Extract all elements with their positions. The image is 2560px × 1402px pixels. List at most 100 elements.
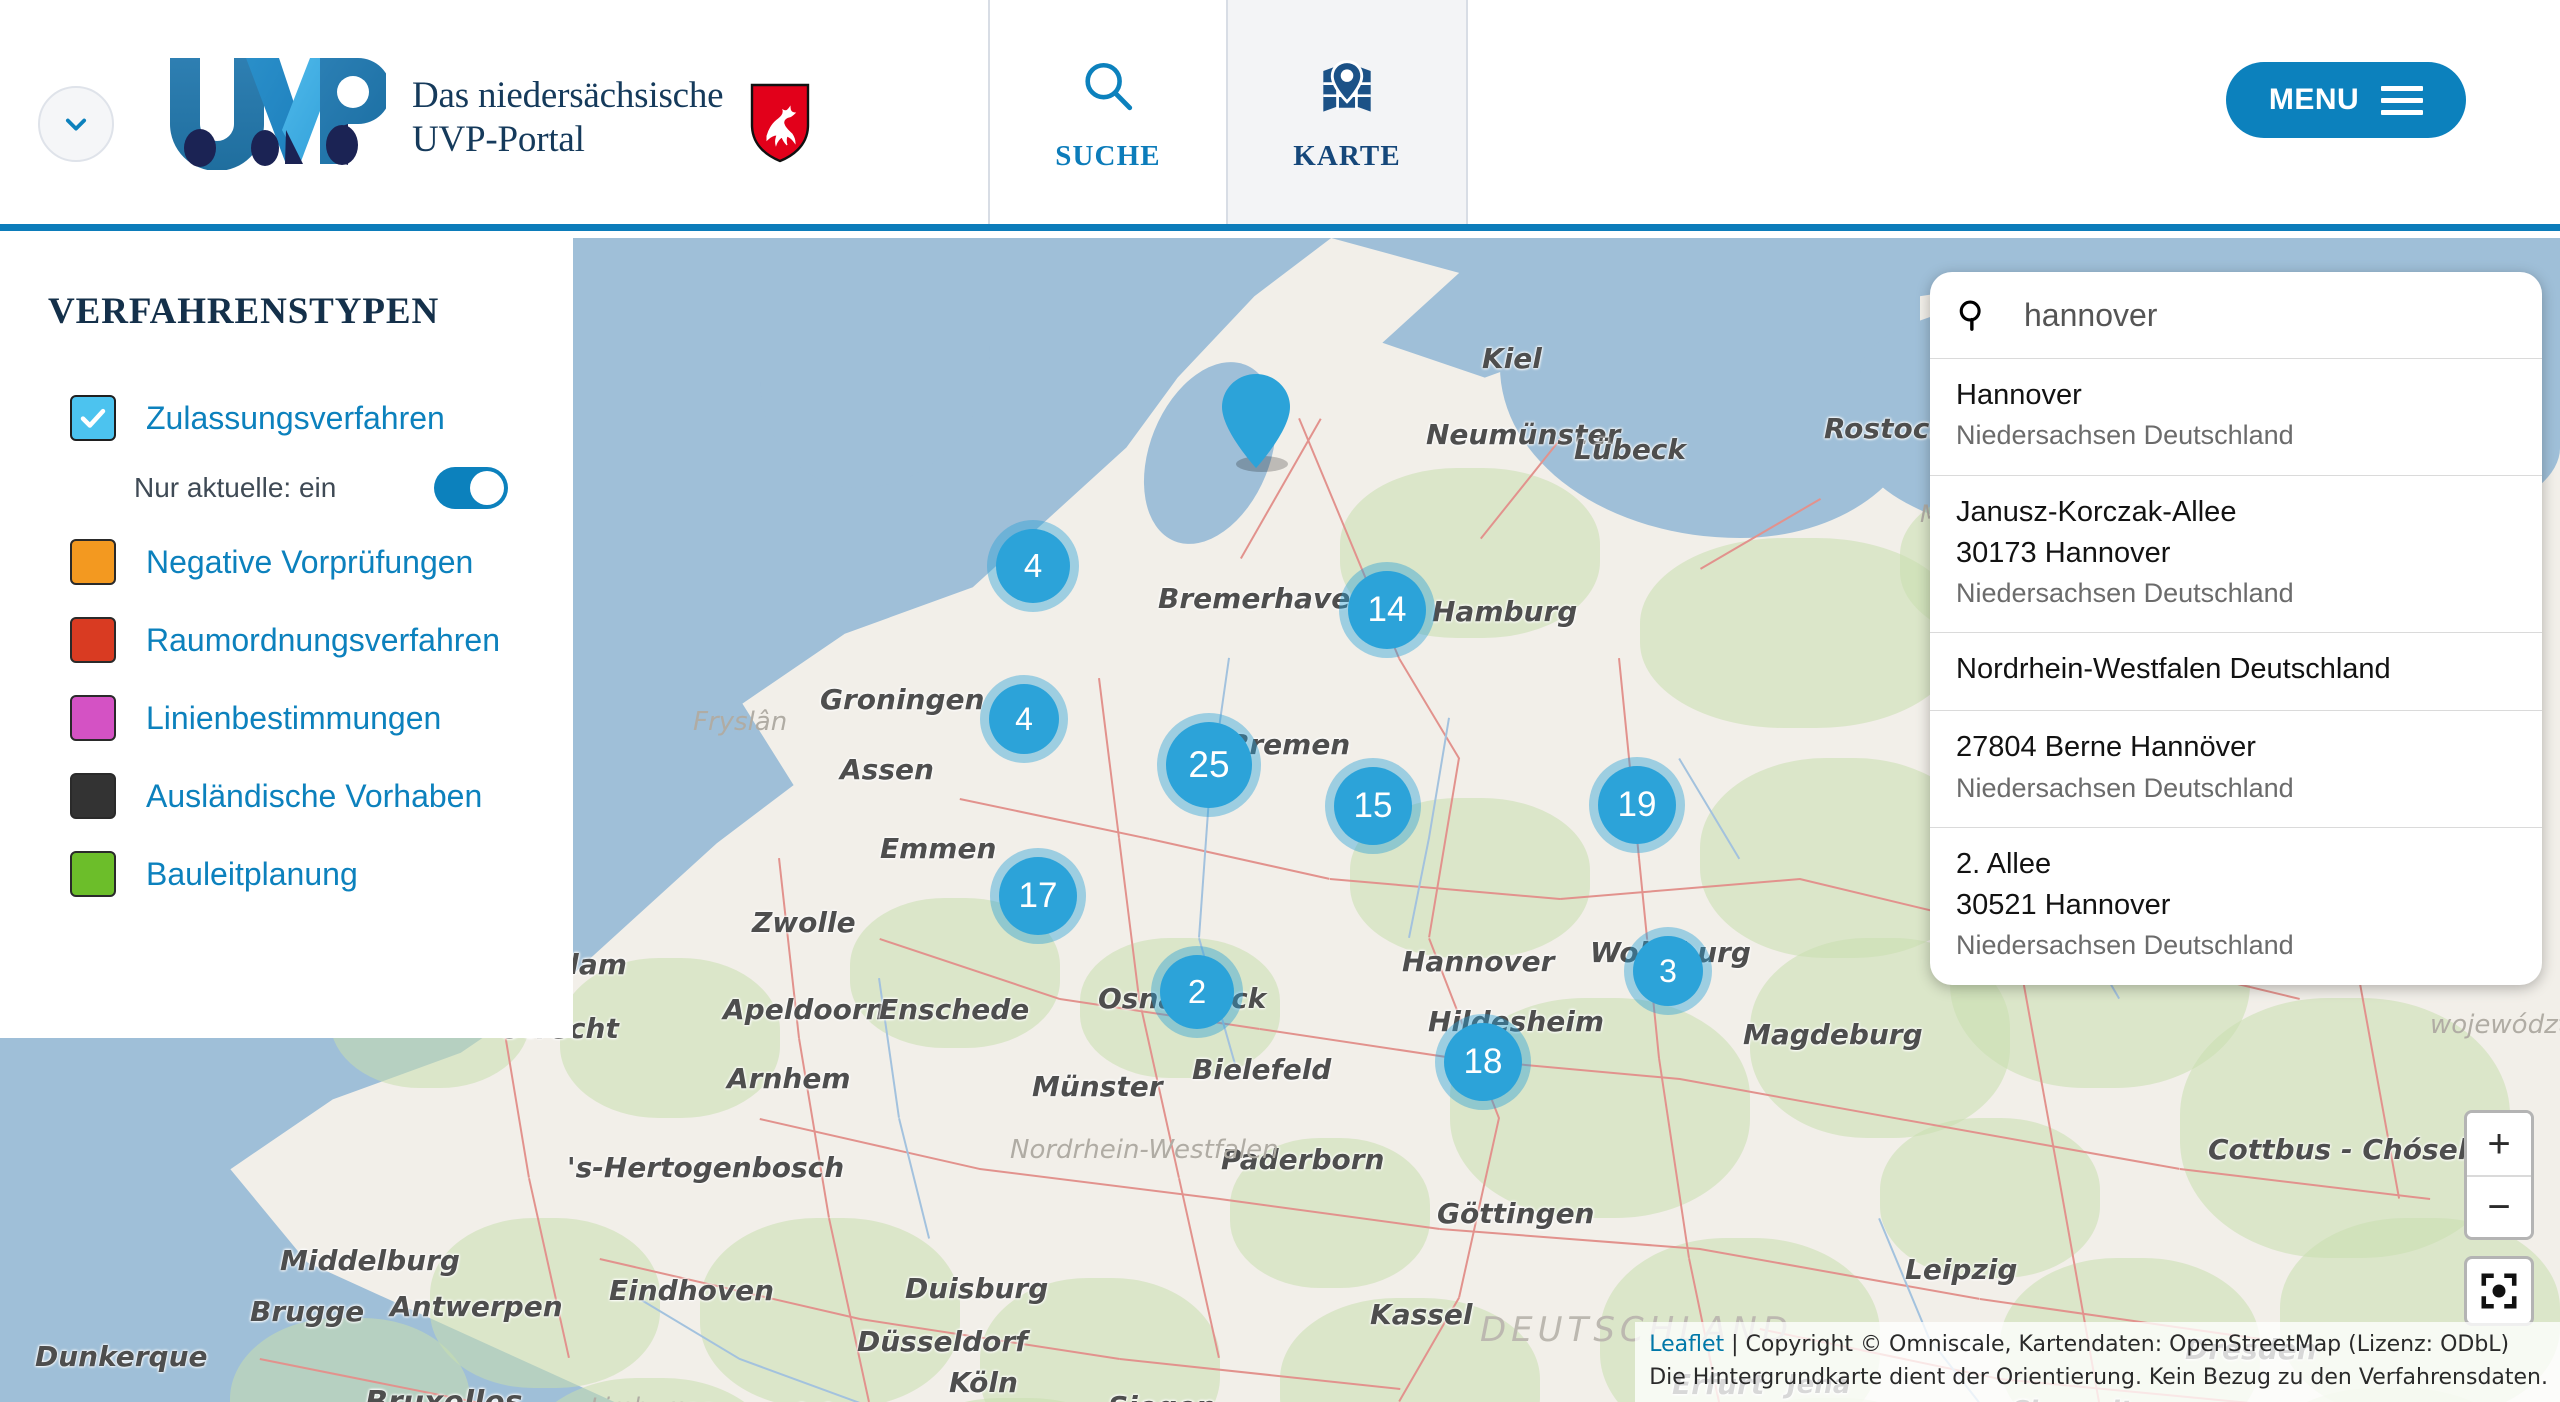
toggle-knob	[470, 471, 504, 505]
map-forest-19	[880, 1398, 1150, 1402]
site-header: Das niedersächsische UVP-Portal SUCHE	[0, 0, 2560, 231]
map-zoom-controls[interactable]: + −	[2464, 1110, 2534, 1240]
search-input[interactable]	[2024, 296, 2516, 334]
legend-item-6[interactable]: Bauleitplanung	[70, 851, 573, 897]
suggestion-primary: Hannover	[1956, 379, 2082, 411]
search-field[interactable]	[1930, 272, 2542, 358]
suggestion-region: Niedersachsen Deutschland	[1956, 420, 2294, 451]
legend-item-5[interactable]: Ausländische Vorhaben	[70, 773, 573, 819]
map-pin-icon	[1323, 59, 1371, 112]
zoom-out-button[interactable]: −	[2467, 1175, 2531, 1237]
map-cluster-count: 15	[1334, 767, 1412, 845]
legend-item-2[interactable]: Negative Vorprüfungen	[70, 539, 573, 585]
map-cluster-marker[interactable]: 14	[1339, 562, 1435, 658]
search-icon	[1959, 300, 1981, 331]
legend-item-1[interactable]: Zulassungsverfahren	[70, 395, 573, 441]
legend-color-swatch[interactable]	[70, 851, 116, 897]
map-cluster-count: 19	[1598, 766, 1676, 844]
map-forest-15	[700, 1218, 960, 1402]
legend-item-label: Zulassungsverfahren	[146, 399, 445, 436]
legend-item-label: Raumordnungsverfahren	[146, 621, 500, 658]
attribution-text-2: Die Hintergrundkarte dient der Orientier…	[1649, 1365, 2548, 1390]
map-forest-9	[2180, 998, 2510, 1258]
menu-button[interactable]: MENU	[2226, 62, 2466, 138]
map-cluster-marker[interactable]: 17	[990, 848, 1086, 944]
attribution-text-1: | Copyright © Omniscale, Kartendaten: Op…	[1724, 1332, 2510, 1357]
tab-karte-label: KARTE	[1293, 139, 1401, 172]
map-cluster-count: 4	[996, 529, 1070, 603]
only-current-toggle-row: Nur aktuelle: ein	[134, 467, 508, 509]
search-suggestions[interactable]: Hannover Niedersachsen Deutschland Janusz-…	[1930, 358, 2542, 985]
suggestion-primary: Nordrhein-Westfalen Deutschland	[1956, 653, 2391, 686]
checkmark-icon	[80, 408, 106, 428]
legend-color-swatch[interactable]	[70, 539, 116, 585]
locate-me-button[interactable]	[2464, 1256, 2534, 1326]
search-suggestion-5[interactable]: 2. Allee 30521 Hannover Niedersachsen Deut…	[1930, 826, 2542, 985]
map-forest-27	[560, 958, 780, 1118]
selected-location-pin[interactable]	[1218, 372, 1294, 477]
search-suggestion-1[interactable]: Hannover Niedersachsen Deutschland	[1930, 358, 2542, 475]
brand-title: Das niedersächsische UVP-Portal	[412, 74, 724, 161]
chevron-down-icon	[65, 118, 87, 131]
tab-suche[interactable]: SUCHE	[988, 0, 1228, 224]
map-cluster-count: 17	[999, 857, 1077, 935]
legend-checkbox-checked[interactable]	[70, 395, 116, 441]
legend-sidebar: VERFAHRENSTYPEN Zulassungsverfahren Nur a…	[0, 238, 573, 1038]
legend-color-swatch[interactable]	[70, 617, 116, 663]
map-attribution: Leaflet | Copyright © Omniscale, Kartend…	[1635, 1322, 2560, 1402]
legend-item-label: Linienbestimmungen	[146, 699, 442, 736]
suggestion-primary: Janusz-Korczak-Allee	[1956, 495, 2237, 528]
search-suggestion-4[interactable]: 27804 Berne Hannöver Niedersachsen Deutsc…	[1930, 710, 2542, 827]
suggestion-secondary: 30521 Hannover	[1956, 889, 2171, 922]
tab-karte[interactable]: KARTE	[1228, 0, 1468, 224]
suggestion-region: Niedersachsen Deutschland	[1956, 577, 2294, 608]
suggestion-region: Niedersachsen Deutschland	[1956, 930, 2294, 961]
menu-button-label: MENU	[2268, 83, 2360, 116]
map-forest-30	[1880, 1118, 2100, 1278]
map-cluster-marker[interactable]: 18	[1435, 1014, 1531, 1110]
map-cluster-marker[interactable]: 4	[980, 675, 1068, 763]
legend-item-label: Ausländische Vorhaben	[146, 777, 483, 814]
map-cluster-count: 2	[1160, 955, 1234, 1029]
only-current-toggle[interactable]	[434, 467, 508, 509]
map-forest-16	[430, 1218, 660, 1388]
legend-color-swatch[interactable]	[70, 695, 116, 741]
map-cluster-count: 25	[1166, 722, 1252, 808]
map-baltic	[1500, 238, 1920, 538]
legend-item-3[interactable]: Raumordnungsverfahren	[70, 617, 573, 663]
map-cluster-marker[interactable]: 25	[1157, 713, 1261, 817]
legend-color-swatch[interactable]	[70, 773, 116, 819]
legend-item-label: Bauleitplanung	[146, 855, 358, 892]
legend-item-4[interactable]: Linienbestimmungen	[70, 695, 573, 741]
collapse-header-button[interactable]	[38, 86, 114, 162]
map-cluster-marker[interactable]: 2	[1151, 946, 1243, 1038]
map-pin-marker-icon	[1222, 374, 1290, 472]
suggestion-primary: 27804 Berne Hannöver	[1956, 731, 2256, 764]
brand-line-1: Das niedersächsische	[412, 75, 724, 116]
map-cluster-marker[interactable]: 19	[1589, 757, 1685, 853]
map-cluster-marker[interactable]: 3	[1624, 927, 1712, 1015]
map-cluster-marker[interactable]: 15	[1325, 758, 1421, 854]
search-suggestion-2[interactable]: Janusz-Korczak-Allee 30173 Hannover Nieder…	[1930, 474, 2542, 633]
header-nav-tabs: SUCHE KARTE	[988, 0, 1468, 224]
map-cluster-marker[interactable]: 4	[987, 520, 1079, 612]
suggestion-secondary: 30173 Hannover	[1956, 536, 2171, 569]
map-cluster-count: 18	[1444, 1023, 1522, 1101]
map-forest-14	[980, 1278, 1220, 1402]
leaflet-link[interactable]: Leaflet	[1649, 1332, 1725, 1357]
brand-line-2: UVP-Portal	[412, 118, 585, 160]
map-cluster-count: 14	[1348, 571, 1426, 649]
brand-logo-group[interactable]: Das niedersächsische UVP-Portal	[164, 52, 811, 170]
lower-saxony-coat-of-arms-icon	[751, 83, 810, 163]
tab-suche-label: SUCHE	[1055, 139, 1161, 172]
hamburger-icon	[2381, 85, 2424, 115]
locate-target-icon	[2481, 1273, 2517, 1309]
suggestion-primary: 2. Allee	[1956, 847, 2052, 880]
suggestion-region: Niedersachsen Deutschland	[1956, 772, 2294, 803]
legend-item-label: Negative Vorprüfungen	[146, 543, 474, 580]
search-suggestion-3[interactable]: Nordrhein-Westfalen Deutschland	[1930, 632, 2542, 710]
only-current-label: Nur aktuelle: ein	[134, 472, 337, 503]
zoom-in-button[interactable]: +	[2467, 1113, 2531, 1175]
